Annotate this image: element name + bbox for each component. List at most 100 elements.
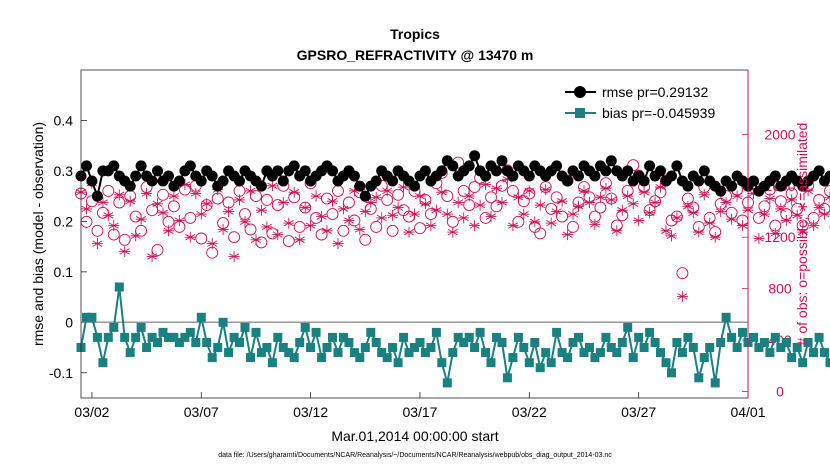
bias-point [142, 343, 152, 352]
possible-obs-point [244, 223, 257, 236]
rmse-point [173, 175, 185, 187]
assimilated-obs-point [327, 195, 338, 207]
assimilated-obs-point [666, 230, 677, 242]
assimilated-obs-point [726, 213, 738, 225]
assimilated-obs-point [250, 234, 262, 246]
bias-point [535, 363, 545, 373]
assimilated-obs-point [562, 229, 574, 241]
assimilated-obs-point [611, 225, 623, 237]
rmse-point [638, 175, 650, 187]
possible-obs-point [627, 159, 640, 172]
bias-point [207, 353, 217, 363]
bias-point [92, 332, 102, 342]
possible-obs-point [184, 211, 197, 224]
rmse-point [234, 175, 245, 187]
possible-obs-point [282, 235, 295, 248]
bias-point [803, 338, 813, 347]
assimilated-obs-point [430, 204, 442, 216]
y-tick-label-right: 0 [776, 384, 784, 400]
bias-point [617, 338, 627, 347]
x-tick-label: 03/07 [184, 404, 219, 420]
bias-point [306, 343, 316, 352]
rmse-point [682, 180, 694, 192]
assimilated-obs-point [419, 198, 431, 210]
assimilated-obs-point [469, 220, 481, 232]
rmse-point [163, 170, 174, 182]
assimilated-obs-point [758, 208, 770, 220]
y-tick-label-right: 2000 [764, 126, 795, 142]
assimilated-obs-point [163, 225, 174, 237]
bias-point [87, 312, 97, 322]
rmse-point [507, 170, 519, 182]
rmse-point [824, 170, 830, 182]
assimilated-obs-point [567, 208, 579, 220]
rmse-point [698, 165, 710, 177]
rmse-point [419, 165, 431, 177]
bias-point [278, 343, 288, 352]
assimilated-obs-point [343, 215, 355, 226]
possible-obs-point [326, 208, 339, 221]
bias-point [464, 332, 474, 342]
bias-point [382, 353, 392, 363]
bias-point [568, 338, 578, 347]
rmse-point [409, 180, 420, 192]
bias-point [749, 332, 758, 342]
bias-point [754, 343, 764, 352]
rmse-point [184, 160, 196, 172]
assimilated-obs-point [414, 190, 426, 202]
assimilated-obs-point [277, 197, 289, 208]
assimilated-obs-point [332, 238, 344, 250]
assimilated-obs-point [786, 194, 798, 206]
assimilated-obs-point [764, 193, 776, 205]
bias-point [513, 332, 523, 342]
rmse-point [491, 165, 502, 177]
possible-obs-point [414, 222, 426, 235]
assimilated-obs-point [458, 212, 470, 224]
rmse-point [666, 170, 677, 182]
bias-point [147, 332, 157, 342]
x-tick-label: 04/01 [730, 404, 765, 420]
assimilated-obs-point [780, 215, 792, 226]
assimilated-obs-point [195, 208, 207, 220]
bias-point [546, 358, 556, 368]
assimilated-obs-point [704, 217, 716, 229]
bias-point [185, 327, 195, 337]
bias-point [125, 348, 135, 358]
rmse-point [152, 165, 163, 177]
bias-point [470, 343, 480, 352]
assimilated-obs-point [173, 215, 185, 226]
assimilated-obs-point [556, 195, 568, 207]
rmse-point [671, 160, 683, 172]
bias-point [661, 358, 671, 368]
assimilated-obs-point [321, 225, 333, 237]
y-tick-label-left: 0.3 [54, 163, 74, 179]
rmse-point [600, 165, 612, 177]
assimilated-obs-point [534, 199, 546, 211]
possible-obs-point [195, 232, 208, 245]
rmse-point [146, 175, 158, 187]
assimilated-obs-point [392, 202, 404, 214]
bias-point [371, 338, 381, 347]
possible-obs-point [91, 224, 104, 237]
rmse-point [277, 175, 289, 187]
assimilated-obs-point [305, 220, 317, 232]
rmse-point [622, 165, 634, 177]
rmse-point [748, 175, 759, 187]
assimilated-obs-point [551, 206, 563, 217]
x-axis-ticks: 03/02 03/07 03/12 03/17 03/22 03/27 04/01 [74, 392, 766, 420]
bias-point [677, 348, 687, 358]
bias-point [180, 332, 190, 342]
bias-point [481, 348, 491, 358]
bias-point [459, 338, 469, 347]
bias-point [399, 332, 409, 342]
bias-point [814, 332, 824, 342]
bias-point [404, 348, 414, 358]
bias-point [825, 358, 830, 368]
possible-obs-point [567, 220, 579, 233]
bias-point [224, 348, 234, 358]
bias-point [585, 343, 594, 352]
bias-point [311, 327, 321, 337]
assimilated-obs-point [529, 216, 541, 228]
rmse-point [726, 180, 738, 192]
bias-point [557, 348, 567, 358]
